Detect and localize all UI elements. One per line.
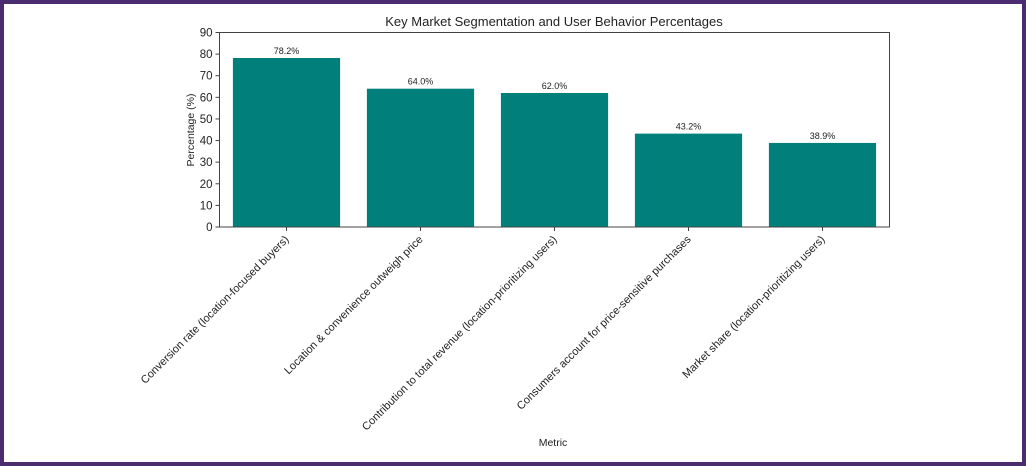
y-tick-label: 60 bbox=[200, 92, 213, 104]
bar-value-label: 38.9% bbox=[810, 131, 836, 141]
bar-value-label: 64.0% bbox=[408, 77, 434, 87]
bar bbox=[634, 133, 743, 227]
bar-value-label: 62.0% bbox=[542, 81, 568, 91]
y-axis: 0 10 20 30 40 50 60 70 80 90 bbox=[200, 28, 220, 234]
y-tick-label: 20 bbox=[200, 179, 213, 191]
y-tick-label: 70 bbox=[200, 71, 213, 83]
x-axis: Conversion rate (location-focused buyers… bbox=[139, 227, 828, 433]
bar-value-label: 43.2% bbox=[676, 122, 702, 132]
x-tick-label: Market share (location-prioritizing user… bbox=[680, 234, 827, 381]
y-axis-title: Percentage (%) bbox=[185, 94, 197, 167]
chart-frame: Key Market Segmentation and User Behavio… bbox=[4, 4, 1022, 462]
bar bbox=[768, 142, 877, 227]
bar bbox=[232, 58, 341, 227]
y-tick-label: 0 bbox=[206, 222, 212, 234]
bar-chart: Key Market Segmentation and User Behavio… bbox=[139, 14, 890, 449]
x-tick-label: Location & convenience outweigh price bbox=[282, 234, 425, 377]
bar bbox=[500, 93, 609, 227]
y-tick-label: 90 bbox=[200, 28, 213, 40]
y-tick-label: 40 bbox=[200, 136, 213, 148]
bar-value-label: 78.2% bbox=[274, 46, 300, 56]
y-tick-label: 80 bbox=[200, 49, 213, 61]
y-tick-label: 10 bbox=[200, 200, 213, 212]
bars-group: 78.2% 64.0% 62.0% 43.2% 38.9% bbox=[232, 46, 877, 227]
y-tick-label: 30 bbox=[200, 157, 213, 169]
y-tick-label: 50 bbox=[200, 114, 213, 126]
bar bbox=[366, 88, 475, 227]
chart-title: Key Market Segmentation and User Behavio… bbox=[385, 14, 723, 29]
x-tick-label: Consumers account for price-sensitive pu… bbox=[515, 233, 694, 412]
x-tick-label: Conversion rate (location-focused buyers… bbox=[139, 234, 292, 387]
x-axis-title: Metric bbox=[539, 437, 568, 449]
